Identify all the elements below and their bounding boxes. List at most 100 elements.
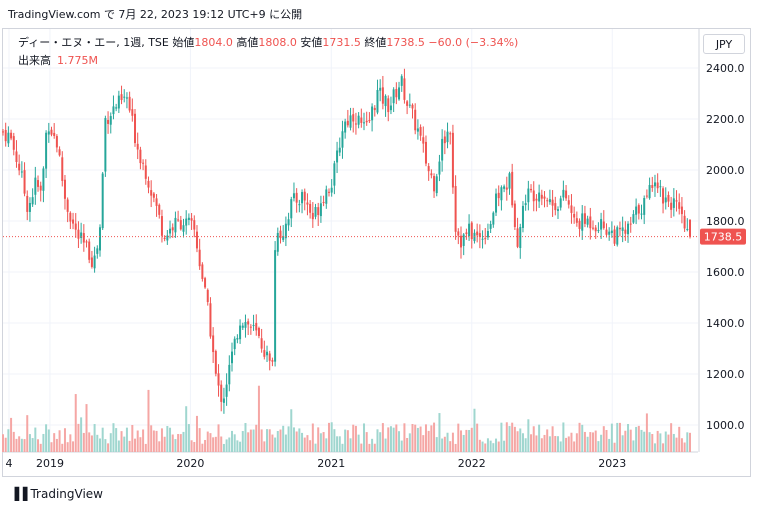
candle-body xyxy=(15,151,18,162)
volume-bar xyxy=(637,425,640,452)
candle-body xyxy=(206,289,209,303)
volume-bar xyxy=(365,432,368,452)
candle-body xyxy=(602,221,605,229)
candle-body xyxy=(570,205,573,213)
volume-bar xyxy=(115,428,118,452)
volume-legend: 出来高 1.775M xyxy=(18,52,98,68)
high-value: 1808.0 xyxy=(258,36,297,49)
volume-bar xyxy=(228,437,231,452)
volume-bar xyxy=(481,441,484,452)
candle-body xyxy=(443,136,446,144)
volume-bar xyxy=(72,441,75,452)
volume-bar xyxy=(231,430,233,452)
candle-body xyxy=(325,189,328,204)
volume-bar xyxy=(497,441,500,452)
candle-body xyxy=(508,173,511,189)
volume-bar xyxy=(63,428,66,452)
volume-bar xyxy=(543,434,546,452)
candle-body xyxy=(371,106,374,121)
candle-body xyxy=(481,238,484,240)
volume-bar xyxy=(505,422,508,452)
candle-body xyxy=(10,132,13,139)
volume-bar xyxy=(357,434,360,452)
candle-body xyxy=(260,338,263,349)
volume-bar xyxy=(403,423,406,452)
volume-bar xyxy=(352,424,355,452)
candle-body xyxy=(392,89,395,104)
symbol-label: ディー・エヌ・エー, 1週, TSE xyxy=(18,36,169,49)
y-tick-label: 2200.0 xyxy=(706,113,745,126)
volume-bar xyxy=(336,436,339,452)
volume-bar xyxy=(120,431,123,452)
volume-bar xyxy=(333,429,336,452)
candle-body xyxy=(120,94,123,101)
volume-bar xyxy=(101,427,104,452)
candle-body xyxy=(276,232,279,252)
close-value: 1738.5 xyxy=(386,36,425,49)
volume-bar xyxy=(298,428,301,452)
candle-body xyxy=(131,109,134,116)
volume-bar xyxy=(290,409,293,452)
candle-body xyxy=(613,229,616,244)
candle-body xyxy=(624,229,627,234)
volume-bar xyxy=(330,422,333,452)
candle-body xyxy=(244,321,247,328)
candle-body xyxy=(85,241,88,243)
candle-body xyxy=(72,219,75,224)
volume-bar xyxy=(15,438,18,452)
volume-bar xyxy=(503,440,506,452)
candle-body xyxy=(667,194,670,202)
volume-bar xyxy=(659,433,662,452)
volume-bar xyxy=(381,423,384,452)
candle-body xyxy=(26,195,29,212)
volume-bar xyxy=(309,440,312,452)
volume-bar xyxy=(618,422,621,452)
volume-bar xyxy=(317,427,320,452)
candle-body xyxy=(195,231,198,249)
volume-bar xyxy=(82,432,85,452)
candle-body xyxy=(543,196,546,199)
volume-bar xyxy=(554,436,557,452)
volume-bar xyxy=(303,437,306,452)
volume-bar xyxy=(430,425,433,452)
candle-body xyxy=(441,138,444,161)
candle-body xyxy=(354,123,357,125)
volume-bar xyxy=(190,440,193,452)
volume-bar xyxy=(492,443,495,452)
candle-body xyxy=(521,205,524,228)
volume-bar xyxy=(104,439,107,452)
candle-body xyxy=(303,191,306,201)
candle-body xyxy=(23,170,26,194)
volume-bar xyxy=(621,435,624,452)
candle-body xyxy=(589,216,592,229)
volume-bar xyxy=(128,440,131,452)
x-tick-label: 2023 xyxy=(598,457,626,470)
candle-body xyxy=(527,188,530,203)
volume-bar xyxy=(327,422,330,452)
ohlc-legend: ディー・エヌ・エー, 1週, TSE 始値1804.0 高値1808.0 安値1… xyxy=(18,34,518,50)
volume-bar xyxy=(683,442,686,452)
volume-bar xyxy=(670,423,673,452)
volume-bar xyxy=(551,426,554,452)
currency-button[interactable]: JPY xyxy=(703,34,745,54)
candle-body xyxy=(513,203,516,227)
candle-body xyxy=(645,195,648,197)
volume-bar xyxy=(42,433,45,452)
volume-bar xyxy=(462,434,465,452)
volume-bar xyxy=(341,443,344,452)
volume-bar xyxy=(322,432,325,452)
candle-body xyxy=(309,203,312,213)
volume-bar xyxy=(139,437,142,452)
volume-bar xyxy=(680,438,683,452)
candle-body xyxy=(115,107,118,109)
volume-bar xyxy=(174,439,177,452)
x-tick-label: 4 xyxy=(6,457,13,470)
volume-bar xyxy=(384,438,387,452)
candle-body xyxy=(231,351,233,364)
volume-bar xyxy=(565,437,568,452)
volume-bar xyxy=(546,429,549,452)
candle-body xyxy=(675,200,678,202)
candle-body xyxy=(220,384,223,402)
candle-body xyxy=(28,202,31,212)
